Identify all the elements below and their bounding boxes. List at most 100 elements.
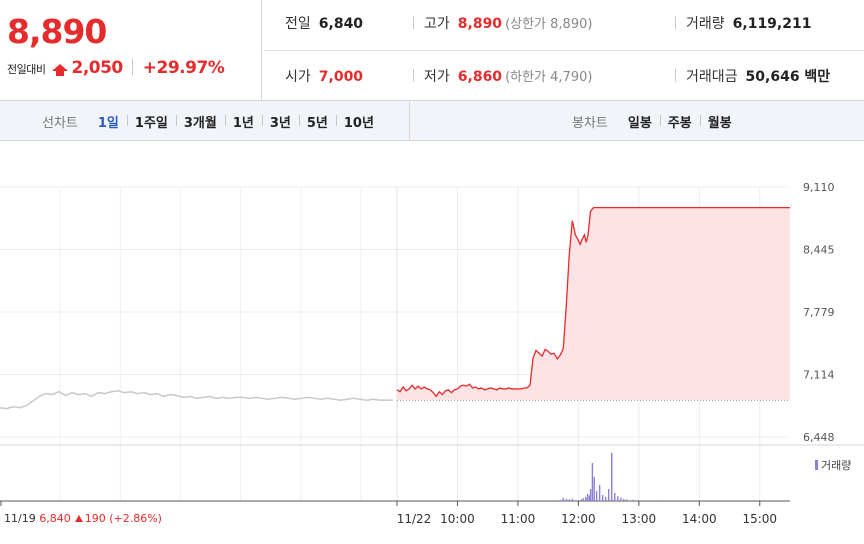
y-tick-label: 6,448: [803, 431, 835, 444]
prev-day-close: 6,840: [39, 512, 71, 525]
stat-value: 8,890: [457, 16, 503, 32]
divider: [413, 16, 414, 29]
volume-bar: [608, 489, 610, 501]
volume-bar: [586, 493, 589, 501]
volume-bar: [595, 491, 598, 501]
stats-grid: 전일 6,840 고가 8,890 (상한가 8,890) 거래량 6,119,211 …: [263, 0, 864, 101]
stat-low: 저가 6,860 (하한가 4,790): [413, 66, 592, 86]
volume-bar: [626, 499, 628, 501]
stat-label: 전일: [285, 16, 311, 32]
chart-tab-bar: 선차트 1일 1주일 3개월 1년 3년 5년 10년 봉차트 일봉 주봉 월봉: [0, 101, 864, 141]
volume-swatch: [815, 460, 818, 470]
x-tick-label: 11:00: [501, 512, 536, 526]
volume-bar: [568, 499, 571, 501]
stat-value: 6,119,211: [732, 16, 812, 32]
y-tick-label: 7,114: [803, 368, 835, 381]
price-box: 8,890 전일대비 2,050 +29.97%: [0, 0, 262, 101]
divider: [409, 101, 410, 141]
x-tick-label: 15:00: [742, 512, 777, 526]
volume-bar: [611, 453, 613, 501]
volume-bar: [632, 499, 634, 501]
volume-bar: [589, 489, 592, 501]
volume-bar: [580, 499, 583, 501]
volume-bar: [559, 499, 562, 501]
tab-1year[interactable]: 1년: [224, 112, 262, 131]
up-triangle-icon: [74, 515, 83, 522]
tab-5year[interactable]: 5년: [298, 112, 336, 131]
change-amount: 2,050: [71, 58, 123, 78]
tab-1day[interactable]: 1일: [97, 115, 119, 131]
volume-bar: [598, 485, 601, 501]
up-arrow-icon: [51, 64, 68, 76]
stat-label: 거래대금: [686, 69, 738, 85]
today-line: [396, 207, 790, 398]
stat-high: 고가 8,890 (상한가 8,890): [413, 13, 592, 33]
tab-3year[interactable]: 3년: [261, 112, 299, 131]
price-chart: 9,110 8,445 7,779 7,114 6,448 11/22 10:00 11:00…: [0, 181, 864, 526]
volume-bar: [604, 497, 607, 501]
volume-legend: 거래량: [815, 457, 851, 473]
stat-label: 거래량: [686, 16, 725, 32]
divider: [413, 69, 414, 82]
current-price: 8,890: [7, 12, 107, 51]
volume-bar: [614, 493, 616, 501]
x-tick-label: 13:00: [622, 512, 657, 526]
volume-bar: [620, 497, 622, 501]
prev-day-summary: 11/19 6,840 190 (+2.86%): [4, 512, 162, 525]
volume-bar: [593, 477, 595, 501]
volume-bar: [565, 499, 568, 501]
stat-value: 7,000: [318, 69, 364, 85]
y-tick-label: 7,779: [803, 306, 835, 319]
divider: [132, 59, 134, 75]
divider: [675, 16, 676, 29]
stat-label: 시가: [285, 69, 311, 85]
x-tick-label: 10:00: [440, 512, 475, 526]
stat-volume: 거래량 6,119,211: [675, 13, 811, 33]
x-tick-label: 11/22: [397, 512, 432, 526]
stat-open: 시가 7,000: [285, 66, 363, 86]
today-area: [397, 207, 790, 401]
quote-panel: 8,890 전일대비 2,050 +29.97% 전일 6,840 고가 8,890…: [0, 0, 864, 101]
stat-value: 6,860: [457, 69, 503, 85]
tab-monthly[interactable]: 월봉: [699, 112, 740, 131]
volume-bar: [585, 497, 587, 501]
stat-value: 6,840: [318, 16, 364, 32]
stat-value: 50,646 백만: [745, 69, 831, 85]
y-tick-label: 8,445: [803, 243, 835, 256]
row-divider: [263, 50, 864, 51]
line-chart-tabs: 선차트 1일 1주일 3개월 1년 3년 5년 10년: [42, 101, 382, 141]
volume-bar: [591, 463, 594, 501]
stat-sub: (상한가 8,890): [505, 17, 593, 32]
change-row: 전일대비 2,050 +29.97%: [7, 58, 225, 78]
x-tick-label: 12:00: [561, 512, 596, 526]
tab-daily[interactable]: 일봉: [627, 115, 652, 131]
change-percent: +29.97%: [142, 58, 225, 78]
candle-chart-label: 봉차트: [572, 115, 608, 131]
volume-bar: [582, 498, 585, 501]
tab-10year[interactable]: 10년: [335, 112, 382, 131]
prev-day-date: 11/19: [4, 512, 36, 525]
prev-day-change: 190: [84, 512, 106, 525]
stat-prev-close: 전일 6,840: [285, 13, 363, 33]
candle-chart-tabs: 봉차트 일봉 주봉 월봉: [572, 101, 740, 141]
stat-sub: (하한가 4,790): [505, 70, 593, 85]
tab-3month[interactable]: 3개월: [175, 112, 225, 131]
volume-bar: [588, 495, 591, 501]
stat-amount: 거래대금 50,646 백만: [675, 66, 830, 86]
volume-bar: [617, 496, 619, 501]
volume-bar: [601, 495, 604, 501]
y-tick-label: 9,110: [803, 181, 835, 194]
x-tick-label: 14:00: [682, 512, 717, 526]
stat-label: 저가: [424, 69, 450, 85]
prev-day-change-pct: (+2.86%): [109, 512, 162, 525]
volume-legend-label: 거래량: [821, 459, 852, 472]
volume-bar: [623, 499, 625, 501]
change-label: 전일대비: [7, 63, 46, 76]
volume-bar: [638, 500, 640, 501]
line-chart-label: 선차트: [42, 115, 78, 131]
tab-1week[interactable]: 1주일: [126, 112, 176, 131]
volume-bar: [562, 497, 565, 501]
volume-bar: [656, 500, 658, 501]
tab-weekly[interactable]: 주봉: [659, 112, 700, 131]
stat-label: 고가: [424, 16, 450, 32]
